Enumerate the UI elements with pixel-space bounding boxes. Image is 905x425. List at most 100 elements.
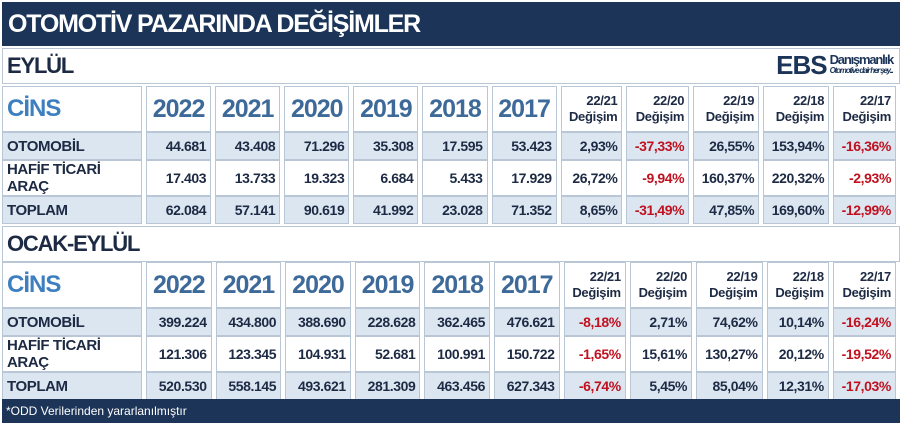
value-cell: 362.465 — [424, 308, 490, 336]
section-header: OCAK-EYLÜL — [2, 226, 900, 262]
change-label: Değişim — [775, 109, 825, 124]
change-period: 22/18 — [793, 93, 825, 108]
source-note: *ODD Verilerinden yararlanılmıştır — [2, 399, 900, 423]
row-label: OTOMOBİL — [2, 132, 142, 160]
value-cell: 121.306 — [146, 336, 212, 372]
value-cell: 388.690 — [285, 308, 351, 336]
header-year: 2019 — [353, 86, 419, 132]
value-cell: 100.991 — [424, 336, 490, 372]
header-year: 2021 — [215, 262, 282, 308]
change-label: Değişim — [842, 285, 892, 300]
value-cell: 71.296 — [284, 132, 350, 160]
change-cell: 47,85% — [693, 196, 760, 224]
change-cell: -19,52% — [832, 336, 896, 372]
change-cell: -9,94% — [626, 160, 690, 196]
value-cell: 52.681 — [354, 336, 421, 372]
page-title: OTOMOTİV PAZARINDA DEĞİŞİMLER — [2, 2, 900, 46]
value-cell: 150.722 — [493, 336, 560, 372]
change-period: 22/20 — [656, 269, 688, 284]
table-row: HAFİF TİCARİ ARAÇ 17.403 13.733 19.323 6.684… — [2, 160, 896, 196]
value-cell: 44.681 — [146, 132, 212, 160]
header-change: 22/21 Değişim — [563, 262, 626, 308]
change-cell: 169,60% — [763, 196, 830, 224]
header-year: 2020 — [284, 86, 350, 132]
value-cell: 17.595 — [422, 132, 488, 160]
table-row: HAFİF TİCARİ ARAÇ 121.306 123.345 104.931 52… — [2, 336, 896, 372]
header-change: 22/19 Değişim — [693, 86, 760, 132]
header-year: 2019 — [354, 262, 421, 308]
row-label: OTOMOBİL — [2, 308, 142, 336]
table-row: TOPLAM 62.084 57.141 90.619 41.992 23.028 71.3… — [2, 196, 896, 224]
change-period: 22/19 — [726, 269, 758, 284]
value-cell: 19.323 — [284, 160, 350, 196]
change-cell: -16,24% — [832, 308, 896, 336]
value-cell: 57.141 — [215, 196, 281, 224]
header-row: CİNS 2022 2021 2020 2019 2018 2017 22/21 Değişim… — [2, 86, 896, 132]
header-change: 22/20 Değişim — [629, 262, 693, 308]
header-year: 2021 — [215, 86, 281, 132]
table-row: OTOMOBİL 44.681 43.408 71.296 35.308 17.595 53… — [2, 132, 896, 160]
data-table: CİNS 2022 2021 2020 2019 2018 2017 22/21 Değişim… — [0, 86, 900, 224]
change-label: Değişim — [568, 109, 618, 124]
change-label: Değişim — [638, 285, 688, 300]
change-cell: 15,61% — [629, 336, 693, 372]
change-cell: -31,49% — [626, 196, 690, 224]
value-cell: 23.028 — [422, 196, 488, 224]
section-title: OCAK-EYLÜL — [7, 231, 140, 256]
change-cell: -2,93% — [833, 160, 896, 196]
header-cins: CİNS — [2, 262, 142, 308]
header-change: 22/17 Değişim — [833, 86, 896, 132]
change-cell: -16,36% — [833, 132, 896, 160]
change-cell: 12,31% — [766, 372, 829, 400]
header-change: 22/21 Değişim — [560, 86, 623, 132]
value-cell: 123.345 — [215, 336, 282, 372]
row-label: HAFİF TİCARİ ARAÇ — [2, 160, 142, 196]
change-cell: 130,27% — [696, 336, 763, 372]
value-cell: 43.408 — [215, 132, 281, 160]
logo-tagline: Otomotive dair her şey... — [829, 66, 894, 75]
value-cell: 399.224 — [146, 308, 212, 336]
header-year: 2022 — [146, 86, 212, 132]
value-cell: 493.621 — [285, 372, 351, 400]
change-cell: 74,62% — [696, 308, 763, 336]
value-cell: 71.352 — [491, 196, 557, 224]
header-change: 22/18 Değişim — [766, 262, 829, 308]
change-cell: -1,65% — [563, 336, 626, 372]
change-cell: 153,94% — [763, 132, 830, 160]
value-cell: 53.423 — [491, 132, 557, 160]
value-cell: 90.619 — [284, 196, 350, 224]
value-cell: 13.733 — [215, 160, 281, 196]
change-cell: 5,45% — [629, 372, 693, 400]
section-title: EYLÜL — [7, 53, 74, 78]
change-period: 22/17 — [859, 269, 891, 284]
change-cell: 2,71% — [629, 308, 693, 336]
logo-name: Danışmanlık — [829, 52, 895, 67]
change-cell: 85,04% — [696, 372, 763, 400]
change-cell: -8,18% — [563, 308, 626, 336]
row-label: HAFİF TİCARİ ARAÇ — [2, 336, 142, 372]
value-cell: 17.929 — [491, 160, 557, 196]
change-label: Değişim — [709, 285, 758, 300]
section-header: EYLÜL EBS Danışmanlık Otomotive dair her şe… — [2, 48, 900, 84]
change-cell: 26,72% — [560, 160, 623, 196]
value-cell: 228.628 — [354, 308, 421, 336]
header-row: CİNS 2022 2021 2020 2019 2018 2017 22/21 Değişim… — [2, 262, 896, 308]
value-cell: 627.343 — [493, 372, 560, 400]
header-change: 22/19 Değişim — [696, 262, 763, 308]
value-cell: 434.800 — [215, 308, 282, 336]
change-cell: 220,32% — [763, 160, 830, 196]
change-cell: 20,12% — [766, 336, 829, 372]
change-cell: 160,37% — [693, 160, 760, 196]
value-cell: 17.403 — [146, 160, 212, 196]
header-year: 2017 — [491, 86, 557, 132]
header-year: 2018 — [424, 262, 490, 308]
change-cell: -6,74% — [563, 372, 626, 400]
change-period: 22/21 — [586, 93, 618, 108]
value-cell: 104.931 — [285, 336, 351, 372]
change-period: 22/17 — [859, 93, 891, 108]
table-row: TOPLAM 520.530 558.145 493.621 281.309 463.45… — [2, 372, 896, 400]
change-cell: 26,55% — [693, 132, 760, 160]
change-label: Değişim — [635, 109, 685, 124]
row-label: TOPLAM — [2, 372, 142, 400]
change-label: Değişim — [705, 109, 755, 124]
